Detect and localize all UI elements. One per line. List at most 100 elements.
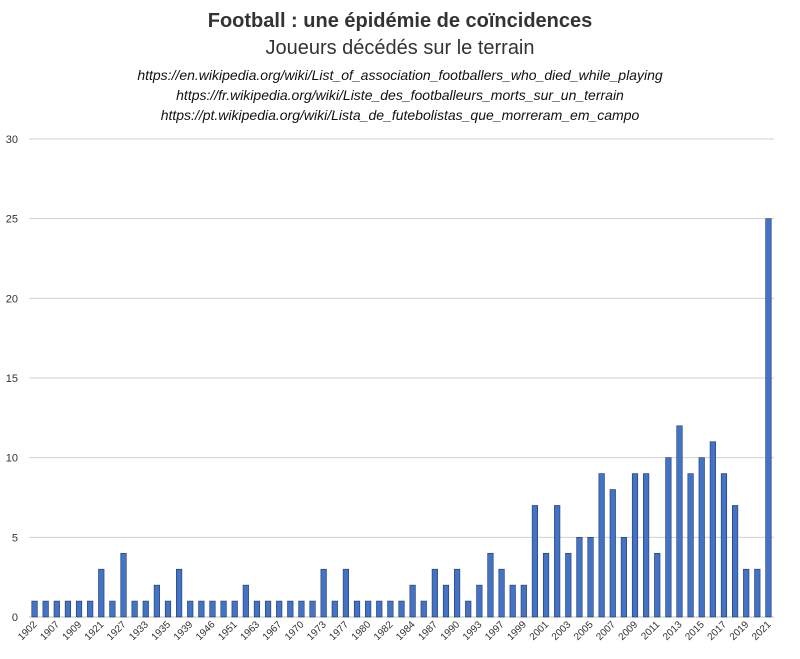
bar [609,489,616,618]
bar [743,568,750,618]
bar [542,552,550,618]
source-line-en: https://en.wikipedia.org/wiki/List_of_as… [137,67,663,83]
x-tick-label: 1907 [38,619,62,643]
x-tick-label: 1939 [172,619,196,643]
bar [320,568,327,618]
y-tick-label: 30 [6,134,18,146]
bar [87,600,94,618]
bar [264,600,272,618]
bar [176,568,183,618]
bar [209,600,216,618]
bar [309,600,316,618]
bar [164,600,172,618]
x-tick-label: 2007 [594,619,618,643]
bar [276,600,283,618]
bar [643,473,650,618]
bar [454,568,461,618]
bar [509,584,516,618]
x-tick-label: 2015 [683,619,707,643]
x-tick-label: 1946 [194,619,218,643]
bar [765,218,772,618]
x-tick-label: 1977 [328,619,352,643]
y-tick-label: 10 [6,453,18,465]
x-tick-label: 1951 [216,619,240,643]
bar [220,600,227,618]
x-tick-label: 2001 [528,619,552,643]
bar [587,537,594,618]
bar [53,600,60,618]
x-tick-label: 2005 [572,619,596,643]
bar [198,600,205,618]
x-tick-label: 1980 [350,619,374,643]
bar [142,600,149,618]
bar [687,473,694,618]
bar [476,584,483,618]
bar [720,473,728,618]
x-tick-label: 1967 [261,619,285,643]
bar [665,457,672,618]
bar [631,473,639,618]
x-tick-label: 1982 [372,619,396,643]
x-tick-label: 1990 [439,619,463,643]
bar [442,584,450,618]
x-tick-label: 1984 [394,619,418,643]
bar [565,552,572,618]
source-line-fr: https://fr.wikipedia.org/wiki/Liste_des_… [176,87,624,103]
bar [120,552,127,618]
bar [554,505,561,618]
x-tick-label: 1997 [483,619,507,643]
bar [465,600,472,618]
bar [365,600,372,618]
bar [732,505,739,618]
bar [131,600,138,618]
bar [398,600,405,618]
bar [153,584,160,618]
bar [576,537,583,618]
y-tick-label: 0 [12,612,18,624]
bar [64,600,71,618]
bar [287,600,294,618]
bar [242,584,249,618]
x-tick-label: 1927 [105,619,129,643]
x-tick-label: 2003 [550,619,574,643]
chart-subtitle: Joueurs décédés sur le terrain [265,37,535,59]
x-tick-label: 1902 [16,619,40,643]
bar [620,537,627,618]
y-tick-label: 25 [6,214,18,226]
x-tick-label: 1933 [127,619,151,643]
x-tick-label: 1963 [239,619,263,643]
bar [676,425,683,618]
x-tick-label: 1970 [283,619,307,643]
y-tick-label: 5 [12,532,18,544]
x-tick-label: 1999 [505,619,529,643]
x-tick-label: 1921 [83,619,107,643]
bar [431,568,438,618]
bar [75,600,83,618]
chart-title: Football : une épidémie de coïncidences [207,10,593,32]
x-tick-label: 1909 [61,619,85,643]
bar [109,600,116,618]
bar [331,600,338,618]
bar [754,568,761,618]
y-tick-label: 15 [6,373,18,385]
bar [98,568,105,618]
bar [654,552,661,618]
bar [520,584,527,618]
bar [698,457,705,618]
bar [409,584,416,618]
x-tick-label: 2021 [750,619,774,643]
bar [231,600,238,618]
x-tick-label: 2013 [661,619,685,643]
source-line-pt: https://pt.wikipedia.org/wiki/Lista_de_f… [160,107,640,123]
bar [353,600,361,618]
x-tick-label: 1993 [461,619,485,643]
x-tick-label: 2019 [728,619,752,643]
bar [253,600,261,618]
bar [298,600,305,618]
x-tick-label: 1935 [150,619,174,643]
x-tick-label: 2017 [706,619,730,643]
bar [31,600,38,618]
bar [187,600,194,618]
bar [342,568,349,618]
